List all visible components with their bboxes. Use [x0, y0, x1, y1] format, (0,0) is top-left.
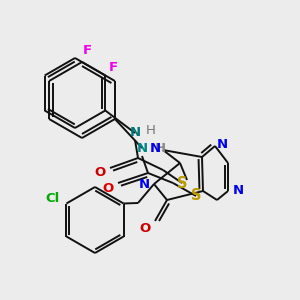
Text: O: O — [102, 182, 114, 194]
Text: H: H — [146, 124, 156, 137]
Text: S: S — [177, 176, 187, 191]
Text: S: S — [191, 188, 201, 203]
Text: O: O — [140, 221, 151, 235]
Text: N: N — [232, 184, 244, 197]
Text: N: N — [138, 178, 150, 190]
Text: N: N — [216, 137, 228, 151]
Text: N: N — [136, 142, 148, 154]
Text: H: H — [154, 142, 166, 154]
Text: N: N — [129, 127, 141, 140]
Text: Cl: Cl — [45, 192, 59, 205]
Text: F: F — [82, 44, 91, 56]
Text: N: N — [149, 142, 161, 154]
Text: O: O — [94, 166, 106, 178]
Text: F: F — [109, 61, 118, 74]
